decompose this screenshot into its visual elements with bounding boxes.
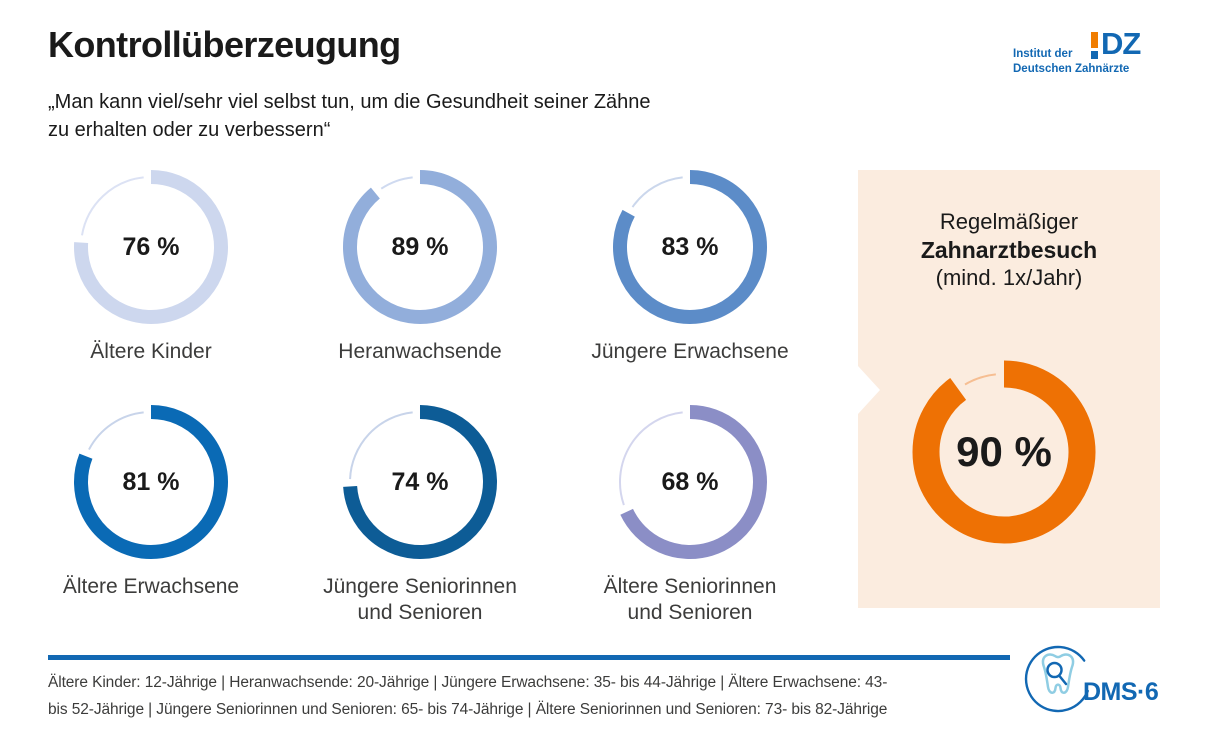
donut-heranwachsende: 89 % Heranwachsende (338, 167, 502, 403)
donut-aeltere-erwachsene: 81 % Ältere Erwachsene (63, 402, 239, 638)
page-title: Kontrollüberzeugung (48, 24, 401, 65)
donut-value: 83 % (661, 232, 719, 261)
magnifier-icon (1046, 661, 1063, 679)
donut-label: Jüngere Erwachsene (591, 340, 789, 363)
donut-value: 89 % (391, 232, 449, 261)
idz-org-line1: Institut der (1013, 48, 1073, 60)
donut-value: 90 % (956, 428, 1052, 475)
donut-ring (610, 402, 770, 562)
idz-mark-letters: DZ (1101, 26, 1141, 61)
donut-zahnarztbesuch: 90 % (904, 352, 1104, 552)
dms6-wordmark: DMS·6 (1083, 678, 1158, 706)
subtitle-quote: „Man kann viel/sehr viel selbst tun, um … (48, 91, 651, 141)
donut-label: Ältere Kinder (90, 340, 212, 363)
highlight-panel: Regelmäßiger Zahnarztbesuch (mind. 1x/Ja… (858, 170, 1160, 608)
donut-label: Ältere Seniorinnen und Senioren (603, 575, 777, 624)
idz-i-top-bar (1091, 32, 1098, 48)
donut-value: 68 % (661, 467, 719, 496)
panel-title-line1: Regelmäßiger (939, 209, 1079, 234)
dms6-logo: DMS·6 (1020, 641, 1208, 741)
panel-title: Regelmäßiger Zahnarztbesuch (mind. 1x/Ja… (858, 208, 1160, 292)
panel-title-line2: Zahnarztbesuch (920, 237, 1098, 263)
donut-ring (904, 352, 1104, 552)
donut-ring (340, 167, 500, 327)
donut-ring (610, 167, 770, 327)
donut-aeltere-senioren: 68 % Ältere Seniorinnen und Senioren (604, 402, 776, 638)
donut-aeltere-kinder: 76 % Ältere Kinder (71, 167, 231, 403)
idz-i-bottom-bar (1091, 51, 1098, 59)
magnifier-handle (1058, 674, 1068, 686)
idz-org-line2: Deutschen Zahnärzte (1013, 62, 1130, 75)
idz-logo-icon: DZ (1091, 26, 1141, 61)
donut-label: Ältere Erwachsene (62, 575, 240, 598)
donut-ring (71, 402, 231, 562)
footer-divider (48, 655, 1010, 660)
donut-label: Jüngere Seniorinnen und Senioren (323, 575, 517, 624)
donut-value: 81 % (122, 467, 180, 496)
donut-juengere-senioren: 74 % Jüngere Seniorinnen und Senioren (323, 402, 517, 638)
panel-title-line3: (mind. 1x/Jahr) (935, 265, 1083, 290)
donut-ring (340, 402, 500, 562)
donut-juengere-erwachsene: 83 % Jüngere Erwachsene (591, 167, 789, 403)
panel-arrow-notch (858, 366, 880, 414)
donut-label: Heranwachsende (338, 340, 502, 363)
idz-i-glyph (1091, 32, 1098, 59)
idz-org-name: Institut der Deutschen Zahnärzte (1013, 47, 1129, 76)
tooth-icon (1041, 653, 1075, 694)
donut-value: 74 % (391, 467, 449, 496)
dms6-logo-graphic: DMS·6 (1024, 645, 1159, 713)
dms6-circle-icon (1024, 645, 1089, 713)
donut-ring (71, 167, 231, 327)
footer-legend: Ältere Kinder: 12-Jährige | Heranwachsen… (48, 674, 888, 718)
donut-value: 76 % (122, 232, 180, 261)
